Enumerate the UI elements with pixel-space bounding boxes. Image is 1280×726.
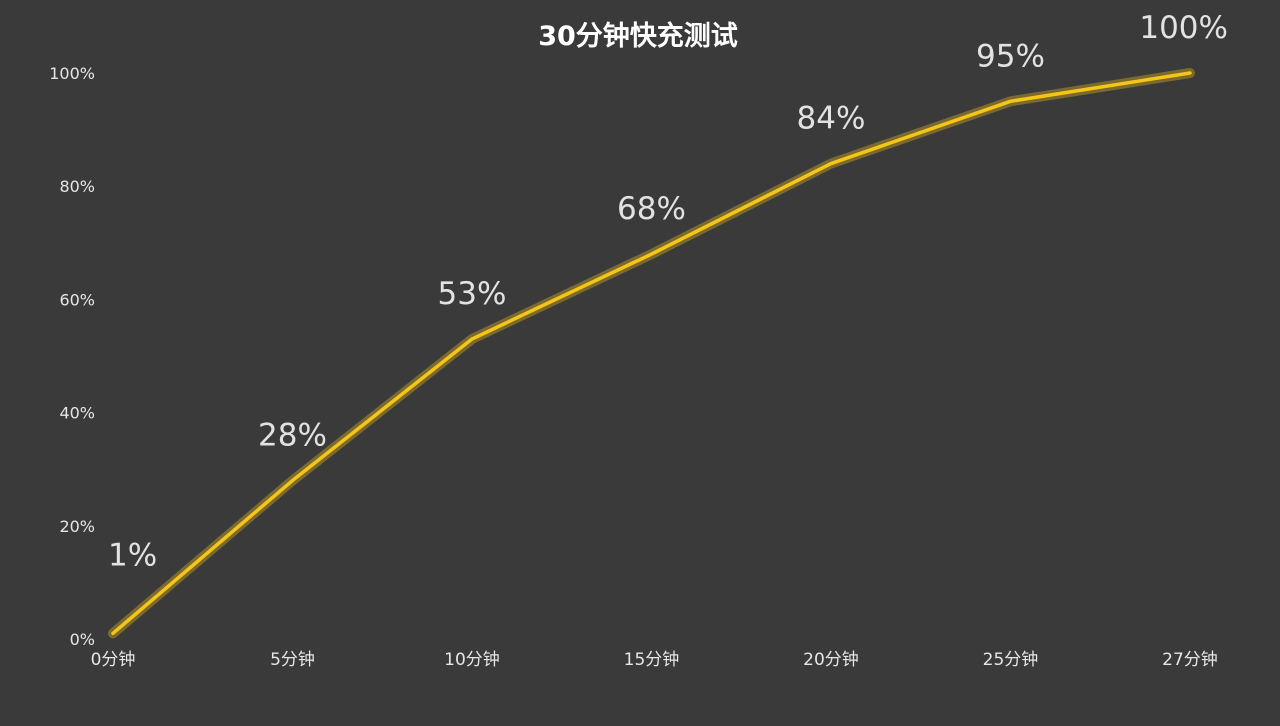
series-line-glow xyxy=(108,68,1195,639)
y-tick-label: 20% xyxy=(59,517,95,536)
x-tick-label: 20分钟 xyxy=(803,650,859,670)
data-labels: 1% 28% 53% 68% 84% 95% 100% xyxy=(108,10,1228,573)
y-tick-label: 80% xyxy=(59,177,95,196)
series-line xyxy=(111,71,1192,636)
data-label: 1% xyxy=(108,537,157,573)
y-tick-label: 40% xyxy=(59,404,95,423)
y-axis-ticks: 0% 20% 40% 60% 80% 100% xyxy=(49,64,95,649)
x-tick-label: 25分钟 xyxy=(983,650,1039,670)
chart-title: 30分钟快充测试 xyxy=(538,20,738,52)
data-label: 53% xyxy=(438,276,507,312)
data-label: 68% xyxy=(617,191,686,227)
y-tick-label: 100% xyxy=(49,64,95,83)
x-tick-label: 27分钟 xyxy=(1162,650,1218,670)
y-tick-label: 0% xyxy=(70,630,95,649)
data-label: 28% xyxy=(258,418,327,454)
x-tick-label: 10分钟 xyxy=(444,650,500,670)
data-label: 95% xyxy=(976,38,1045,74)
x-tick-label: 5分钟 xyxy=(270,650,315,670)
y-tick-label: 60% xyxy=(59,290,95,309)
x-tick-label: 0分钟 xyxy=(91,650,136,670)
data-label: 84% xyxy=(797,101,866,137)
x-tick-label: 15分钟 xyxy=(624,650,680,670)
x-axis-ticks: 0分钟 5分钟 10分钟 15分钟 20分钟 25分钟 27分钟 xyxy=(91,650,1218,670)
series-layer xyxy=(108,68,1195,639)
data-label: 100% xyxy=(1139,10,1228,46)
